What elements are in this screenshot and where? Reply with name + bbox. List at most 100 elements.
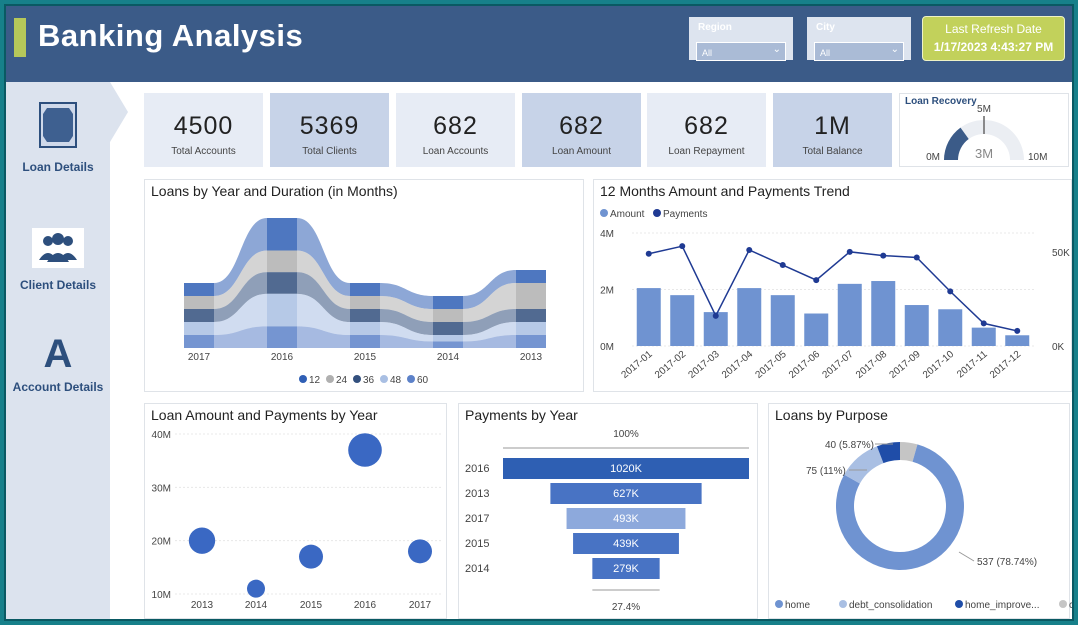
- kpi-value: 1M: [814, 112, 851, 140]
- document-icon: [39, 102, 77, 148]
- ribbon-segment: [350, 322, 380, 335]
- ribbon-band: [214, 326, 267, 348]
- kpi-label: Total Accounts: [171, 146, 236, 157]
- donut-title: Loans by Purpose: [775, 407, 888, 423]
- trend-card: 12 Months Amount and Payments Trend 4M 2M…: [593, 179, 1072, 392]
- trend-title: 12 Months Amount and Payments Trend: [600, 183, 850, 199]
- donut-slice: [876, 442, 900, 464]
- legend-label: Amount: [610, 209, 645, 220]
- funnel-category-label: 2015: [465, 538, 489, 550]
- nav-account-details[interactable]: A Account Details: [6, 334, 110, 394]
- x-tick: 2017-08: [854, 349, 890, 381]
- ribbon-segment: [433, 335, 463, 342]
- payments-point: [712, 312, 719, 319]
- funnel-bottom-label: 27.4%: [612, 602, 640, 613]
- gauge-card: Loan Recovery 5M 3M 0M 10M: [899, 93, 1069, 167]
- nav-client-details[interactable]: Client Details: [6, 228, 110, 292]
- kpi-value: 682: [684, 112, 729, 140]
- ribbon-band: [214, 218, 267, 296]
- ribbon-title: Loans by Year and Duration (in Months): [151, 183, 398, 199]
- funnel-bar: [573, 533, 679, 554]
- funnel-card: Payments by Year 100% 1020K 2016 627K 2013 49…: [458, 403, 758, 619]
- legend-label: debt_consolidation: [849, 600, 932, 611]
- ribbon-x-tick: 2013: [520, 352, 543, 363]
- legend-marker: [1059, 600, 1067, 608]
- legend-label: 36: [363, 375, 375, 386]
- legend-label: 24: [336, 375, 348, 386]
- legend-label: Payments: [663, 209, 707, 220]
- kpi-label: Loan Accounts: [422, 146, 489, 157]
- payments-point: [1014, 327, 1021, 334]
- page-title: Banking Analysis: [38, 18, 304, 53]
- y2-tick: 50K: [1052, 248, 1070, 259]
- dashboard-frame: Banking Analysis Region All ⌄ City All ⌄ L…: [4, 4, 1074, 621]
- bubble: [188, 527, 216, 554]
- bubble-chart: 40M 30M 20M 10M 2013 2014 2015 2016 2017: [152, 430, 443, 611]
- funnel-top-label: 100%: [613, 429, 639, 440]
- payments-point: [645, 250, 652, 257]
- kpi-card: 682 Loan Accounts: [396, 93, 515, 167]
- bar: [1005, 335, 1030, 346]
- ribbon-band: [297, 250, 350, 309]
- city-value: All: [820, 48, 831, 58]
- donut-card: Loans by Purpose 40 (5.87%) 75 (11%) 537 (…: [768, 403, 1074, 619]
- ribbon-segment: [516, 283, 546, 309]
- bubble: [299, 544, 323, 569]
- x-tick: 2017-06: [787, 349, 823, 381]
- ribbon-x-tick: 2014: [437, 352, 460, 363]
- city-dropdown[interactable]: All ⌄: [814, 42, 904, 61]
- x-tick: 2017-11: [955, 349, 990, 381]
- y-tick: 10M: [152, 590, 171, 601]
- region-dropdown[interactable]: All ⌄: [696, 42, 786, 61]
- nav-loan-details[interactable]: Loan Details: [6, 102, 110, 174]
- bar: [636, 288, 661, 346]
- last-refresh-card: Last Refresh Date 1/17/2023 4:43:27 PM: [922, 16, 1065, 61]
- ribbon-x-tick: 2015: [354, 352, 377, 363]
- payments-point: [980, 320, 987, 327]
- legend-marker: [380, 375, 388, 383]
- payments-point: [779, 262, 786, 269]
- donut-chart: 40 (5.87%) 75 (11%) 537 (78.74%) home debt_c…: [775, 440, 1074, 611]
- people-icon: [32, 228, 84, 268]
- region-value: All: [702, 48, 713, 58]
- bar: [737, 288, 762, 346]
- donut-callout: 537 (78.74%): [977, 557, 1037, 568]
- header-bar: Banking Analysis Region All ⌄ City All ⌄ L…: [6, 6, 1072, 82]
- ribbon-segment: [433, 341, 463, 348]
- legend-label: 48: [390, 375, 402, 386]
- payments-point: [846, 248, 853, 255]
- refresh-value: 1/17/2023 4:43:27 PM: [933, 40, 1054, 54]
- ribbon-x-tick: 2017: [188, 352, 211, 363]
- payments-point: [947, 288, 954, 295]
- legend-label: 12: [309, 375, 321, 386]
- ribbon-segment: [433, 309, 463, 322]
- ribbon-band: [463, 322, 516, 342]
- funnel-bar: [592, 558, 660, 579]
- legend-marker: [600, 209, 608, 217]
- callout-line: [958, 551, 975, 562]
- ribbon-band: [380, 322, 433, 342]
- payments-point: [880, 252, 887, 259]
- funnel-bar: [566, 508, 686, 529]
- region-slicer[interactable]: Region All ⌄: [689, 17, 793, 61]
- refresh-label: Last Refresh Date: [945, 22, 1042, 36]
- donut-slice: [844, 446, 884, 484]
- ribbon-segment: [433, 322, 463, 335]
- funnel-value-label: 493K: [613, 513, 639, 525]
- x-tick: 2017-07: [820, 349, 856, 381]
- city-slicer[interactable]: City All ⌄: [807, 17, 911, 61]
- legend-label: car: [1069, 600, 1074, 611]
- ribbon-card: Loans by Year and Duration (in Months) 2…: [144, 179, 584, 392]
- ribbon-band: [380, 309, 433, 335]
- x-tick: 2017-09: [887, 349, 923, 381]
- kpi-card: 5369 Total Clients: [270, 93, 389, 167]
- kpi-card: 4500 Total Accounts: [144, 93, 263, 167]
- bar: [871, 281, 896, 346]
- funnel-value-label: 279K: [613, 563, 639, 575]
- ribbon-segment: [267, 293, 297, 327]
- y-tick: 0M: [600, 342, 614, 353]
- kpi-value: 682: [559, 112, 604, 140]
- ribbon-segment: [516, 322, 546, 335]
- chevron-down-icon: ⌄: [772, 44, 781, 55]
- bubble-card: Loan Amount and Payments by Year 40M 30M 2…: [144, 403, 447, 619]
